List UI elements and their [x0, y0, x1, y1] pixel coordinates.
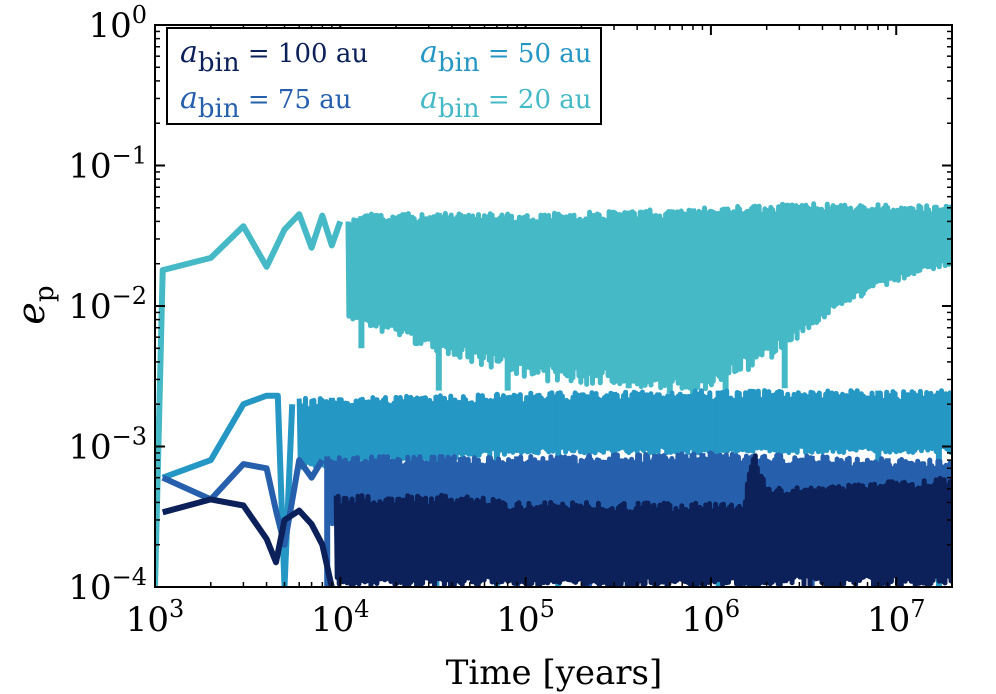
series-2-oscillation	[296, 388, 952, 470]
x-axis-label: Time [years]	[446, 653, 663, 693]
legend-entry-2: abin = 50 au	[420, 35, 592, 78]
series-4-start-line	[161, 496, 335, 587]
series-3-start-line	[161, 457, 325, 548]
x-tick-label: 104	[311, 595, 370, 640]
y-tick-label: 10−2	[68, 282, 147, 327]
x-tick-label: 106	[682, 595, 741, 640]
x-tick-label: 103	[126, 595, 185, 640]
y-tick-label: 10−4	[68, 563, 147, 608]
series-2-start-line	[161, 392, 296, 587]
series-4-oscillation	[333, 453, 952, 587]
y-axis-label: ep	[9, 285, 60, 324]
legend-frame	[166, 27, 602, 125]
tick-layer: 103 104 105 106 107 10−4 10−3 10−2 10−1 100	[68, 1, 953, 640]
legend-entries: abin = 100 au abin = 50 au abin = 75 au abi…	[180, 35, 592, 124]
legend-entry-4: abin = 20 au	[420, 81, 592, 124]
y-tick-label: 10−1	[68, 142, 147, 187]
series-1-oscillation	[345, 201, 952, 392]
series-1	[155, 201, 952, 587]
x-tick-label: 105	[496, 595, 555, 640]
x-tick-label: 107	[867, 595, 926, 640]
legend: abin = 100 au abin = 50 au abin = 75 au abi…	[166, 27, 602, 125]
series-layer	[155, 201, 952, 587]
series-4	[161, 453, 952, 587]
series-1-start-line	[155, 211, 344, 587]
y-tick-label: 100	[88, 1, 147, 46]
legend-entry-1: abin = 100 au	[180, 35, 368, 78]
legend-entry-3: abin = 75 au	[180, 81, 352, 124]
y-tick-label: 10−3	[68, 423, 147, 468]
